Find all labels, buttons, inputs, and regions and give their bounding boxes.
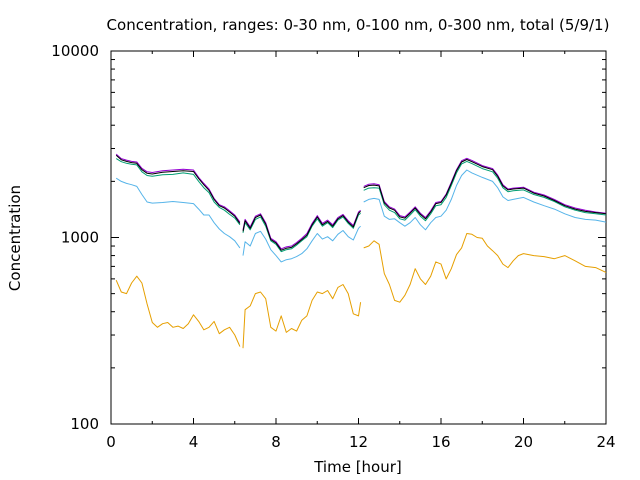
series-line-5 bbox=[115, 154, 241, 224]
x-tick-label: 12 bbox=[349, 433, 368, 451]
x-tick-label: 20 bbox=[514, 433, 533, 451]
series-line-4 bbox=[115, 153, 241, 223]
series-line-1 bbox=[363, 233, 607, 303]
series-line-1 bbox=[242, 284, 362, 349]
x-tick-label: 16 bbox=[431, 433, 450, 451]
x-tick-label: 0 bbox=[106, 433, 116, 451]
x-tick-label: 24 bbox=[596, 433, 615, 451]
x-tick-label: 8 bbox=[271, 433, 281, 451]
chart-title: Concentration, ranges: 0-30 nm, 0-100 nm… bbox=[107, 16, 610, 34]
series-line-4 bbox=[363, 157, 607, 218]
y-axis-label: Concentration bbox=[6, 185, 24, 291]
series-group bbox=[115, 153, 607, 349]
series-line-3 bbox=[363, 160, 607, 222]
y-tick-label: 10000 bbox=[51, 42, 99, 60]
y-tick-label: 1000 bbox=[61, 229, 99, 247]
axis-ticks bbox=[110, 50, 607, 425]
series-line-2 bbox=[363, 169, 607, 231]
x-tick-label: 4 bbox=[189, 433, 199, 451]
series-line-1 bbox=[115, 275, 241, 347]
series-line-3 bbox=[242, 212, 361, 253]
series-line-5 bbox=[242, 211, 361, 251]
series-line-5 bbox=[363, 159, 607, 220]
series-line-4 bbox=[242, 209, 361, 250]
y-tick-label: 100 bbox=[70, 415, 99, 433]
series-line-2 bbox=[115, 177, 241, 249]
series-line-3 bbox=[115, 158, 241, 226]
plot-frame bbox=[110, 50, 607, 425]
x-axis-label: Time [hour] bbox=[313, 458, 402, 476]
axis-tick-labels: 0 4 8 12 16 20 24 100 1000 10000 bbox=[51, 42, 615, 451]
series-line-2 bbox=[242, 225, 361, 263]
